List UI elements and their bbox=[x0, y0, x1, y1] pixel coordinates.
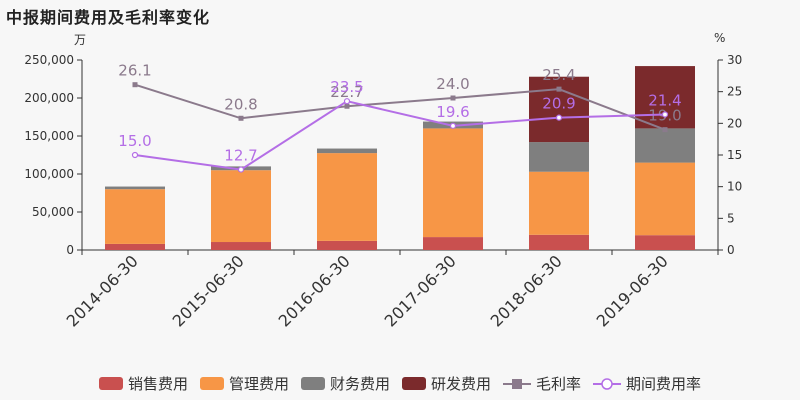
data-label-期间费用率: 20.9 bbox=[542, 95, 575, 113]
bar-销售费用 bbox=[423, 237, 483, 250]
legend-label: 销售费用 bbox=[127, 375, 188, 393]
right-tick-label: 10 bbox=[727, 180, 742, 194]
bar-管理费用 bbox=[529, 171, 589, 235]
point-期间费用率 bbox=[555, 114, 563, 121]
bar-销售费用 bbox=[105, 243, 165, 250]
legend-label: 研发费用 bbox=[431, 375, 492, 393]
legend-item-销售费用[interactable]: 销售费用 bbox=[98, 373, 188, 394]
left-tick-label: 200,000 bbox=[24, 91, 74, 105]
legend-label: 毛利率 bbox=[536, 375, 582, 393]
right-tick-label: 0 bbox=[727, 243, 735, 257]
line-毛利率 bbox=[134, 83, 666, 131]
point-毛利率 bbox=[344, 103, 350, 109]
chart-plot: 0 50,000 100,000 150,000 200,000 250,000 0 5 10 1… bbox=[24, 53, 742, 331]
point-毛利率 bbox=[132, 82, 138, 88]
bar-管理费用 bbox=[635, 162, 695, 236]
legend-label: 管理费用 bbox=[228, 375, 289, 393]
data-label-毛利率: 22.7 bbox=[330, 83, 363, 101]
legend-item-财务费用[interactable]: 财务费用 bbox=[300, 373, 390, 394]
left-tick-label: 150,000 bbox=[24, 129, 74, 143]
right-tick-label: 30 bbox=[727, 53, 742, 67]
point-期间费用率 bbox=[131, 151, 139, 159]
bar-管理费用 bbox=[423, 128, 483, 238]
line-期间费用率 bbox=[134, 100, 666, 171]
x-tick-label: 2016-06-30 bbox=[275, 251, 354, 330]
bar-财务费用 bbox=[635, 128, 695, 163]
data-label-期间费用率: 23.5 bbox=[330, 78, 363, 96]
left-axis-unit: 万 bbox=[74, 33, 87, 47]
data-label-毛利率: 25.4 bbox=[542, 66, 575, 84]
bar-销售费用 bbox=[211, 242, 271, 250]
data-label-期间费用率: 12.7 bbox=[224, 147, 257, 165]
legend-line-swatch bbox=[503, 378, 532, 389]
point-期间费用率 bbox=[449, 122, 457, 129]
legend-swatch bbox=[199, 377, 224, 390]
bar-财务费用 bbox=[317, 148, 377, 154]
point-毛利率 bbox=[238, 115, 244, 121]
data-label-毛利率: 26.1 bbox=[118, 62, 151, 80]
chart-title: 中报期间费用及毛利率变化 bbox=[6, 8, 211, 27]
right-tick-label: 15 bbox=[727, 148, 742, 162]
legend-line-swatch bbox=[593, 377, 622, 390]
bar-销售费用 bbox=[317, 240, 377, 250]
legend-swatch bbox=[300, 377, 325, 390]
legend-item-管理费用[interactable]: 管理费用 bbox=[199, 373, 289, 394]
left-tick-label: 250,000 bbox=[24, 53, 74, 67]
data-label-毛利率: 24.0 bbox=[436, 75, 469, 93]
legend-swatch bbox=[402, 377, 426, 390]
left-tick-label: 0 bbox=[66, 243, 74, 257]
data-label-期间费用率: 19.6 bbox=[436, 103, 469, 121]
x-tick-label: 2017-06-30 bbox=[381, 251, 460, 330]
data-label-期间费用率: 21.4 bbox=[648, 91, 681, 109]
bar-管理费用 bbox=[317, 153, 377, 241]
left-tick-label: 50,000 bbox=[32, 205, 74, 219]
legend-swatch bbox=[98, 377, 123, 390]
x-tick-label: 2015-06-30 bbox=[169, 251, 248, 330]
point-毛利率 bbox=[662, 127, 668, 133]
chart-legend: 销售费用 管理费用 财务费用 研发费用 毛利率 期间费用率 bbox=[0, 373, 800, 394]
right-axis-unit: % bbox=[714, 31, 726, 45]
point-期间费用率 bbox=[237, 166, 245, 173]
point-期间费用率 bbox=[343, 98, 351, 105]
right-tick-label: 5 bbox=[727, 211, 735, 225]
legend-label: 期间费用率 bbox=[626, 375, 702, 393]
point-毛利率 bbox=[556, 86, 562, 92]
bar-销售费用 bbox=[529, 234, 589, 250]
right-tick-label: 25 bbox=[727, 85, 742, 99]
legend-item-研发费用[interactable]: 研发费用 bbox=[402, 373, 491, 394]
x-tick-label: 2014-06-30 bbox=[63, 251, 142, 330]
right-tick-label: 20 bbox=[727, 116, 742, 130]
bar-研发费用 bbox=[635, 66, 695, 129]
bar-管理费用 bbox=[105, 189, 165, 244]
data-label-期间费用率: 15.0 bbox=[118, 132, 151, 150]
left-tick-label: 100,000 bbox=[24, 167, 74, 181]
point-毛利率 bbox=[450, 95, 456, 101]
x-tick-label: 2019-06-30 bbox=[593, 251, 672, 330]
data-label-毛利率: 20.8 bbox=[224, 95, 257, 113]
legend-item-期间费用率[interactable]: 期间费用率 bbox=[593, 373, 701, 394]
bar-管理费用 bbox=[211, 170, 271, 243]
legend-label: 财务费用 bbox=[329, 375, 390, 393]
bar-财务费用 bbox=[105, 186, 165, 190]
bar-财务费用 bbox=[529, 142, 589, 172]
point-期间费用率 bbox=[661, 111, 669, 118]
legend-item-毛利率[interactable]: 毛利率 bbox=[503, 373, 581, 394]
bar-销售费用 bbox=[635, 235, 695, 250]
x-tick-label: 2018-06-30 bbox=[487, 251, 566, 330]
